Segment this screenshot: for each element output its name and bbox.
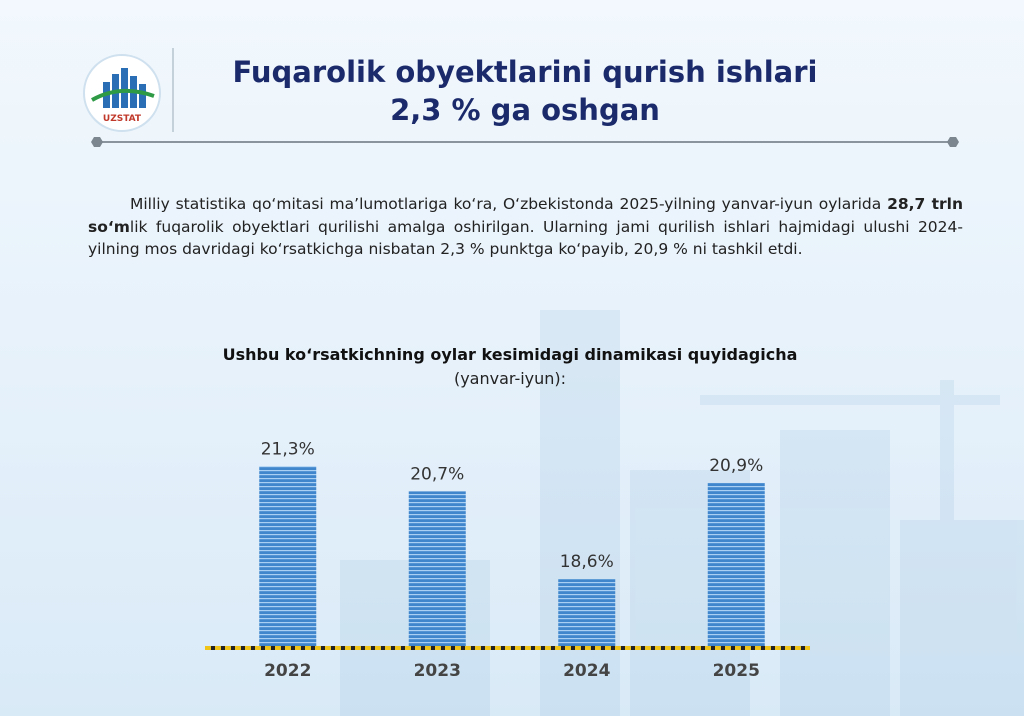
- x-tick-label: 2022: [264, 661, 311, 681]
- value-label: 18,6%: [560, 552, 614, 572]
- paragraph-text: lik fuqarolik obyektlari qurilishi amalg…: [88, 217, 963, 259]
- x-tick-label: 2023: [414, 661, 461, 681]
- value-label: 20,7%: [410, 464, 464, 484]
- bar: [558, 579, 616, 646]
- title-line: 2,3 % ga oshgan: [390, 93, 660, 127]
- plot: 21,3% 2022 20,7% 2023 18,6% 2024 20,9% 2025: [259, 439, 765, 681]
- value-label: 21,3%: [261, 439, 315, 459]
- x-tick-label: 2024: [563, 661, 610, 681]
- chart-subtitle: (yanvar-iyun):: [454, 369, 566, 388]
- divider-end: [947, 137, 959, 147]
- chart-title: Ushbu ko‘rsatkichning oylar kesimidagi d…: [223, 345, 798, 364]
- paragraph-text: Milliy statistika qo‘mitasi ma’lumotlari…: [130, 195, 888, 213]
- title-line: Fuqarolik obyektlarini qurish ishlari: [233, 55, 818, 89]
- logo-text: UZSTAT: [103, 114, 142, 124]
- divider-end: [91, 137, 103, 147]
- bar: [408, 491, 466, 646]
- paragraph-bold: 28,7 trln so‘m: [88, 195, 963, 236]
- value-label: 20,9%: [709, 456, 763, 476]
- bar: [259, 466, 317, 646]
- x-tick-label: 2025: [713, 661, 760, 681]
- paragraph: Milliy statistika qo‘mitasi ma’lumotlari…: [88, 193, 963, 261]
- logo-swoosh: [91, 88, 155, 102]
- bar: [707, 482, 765, 646]
